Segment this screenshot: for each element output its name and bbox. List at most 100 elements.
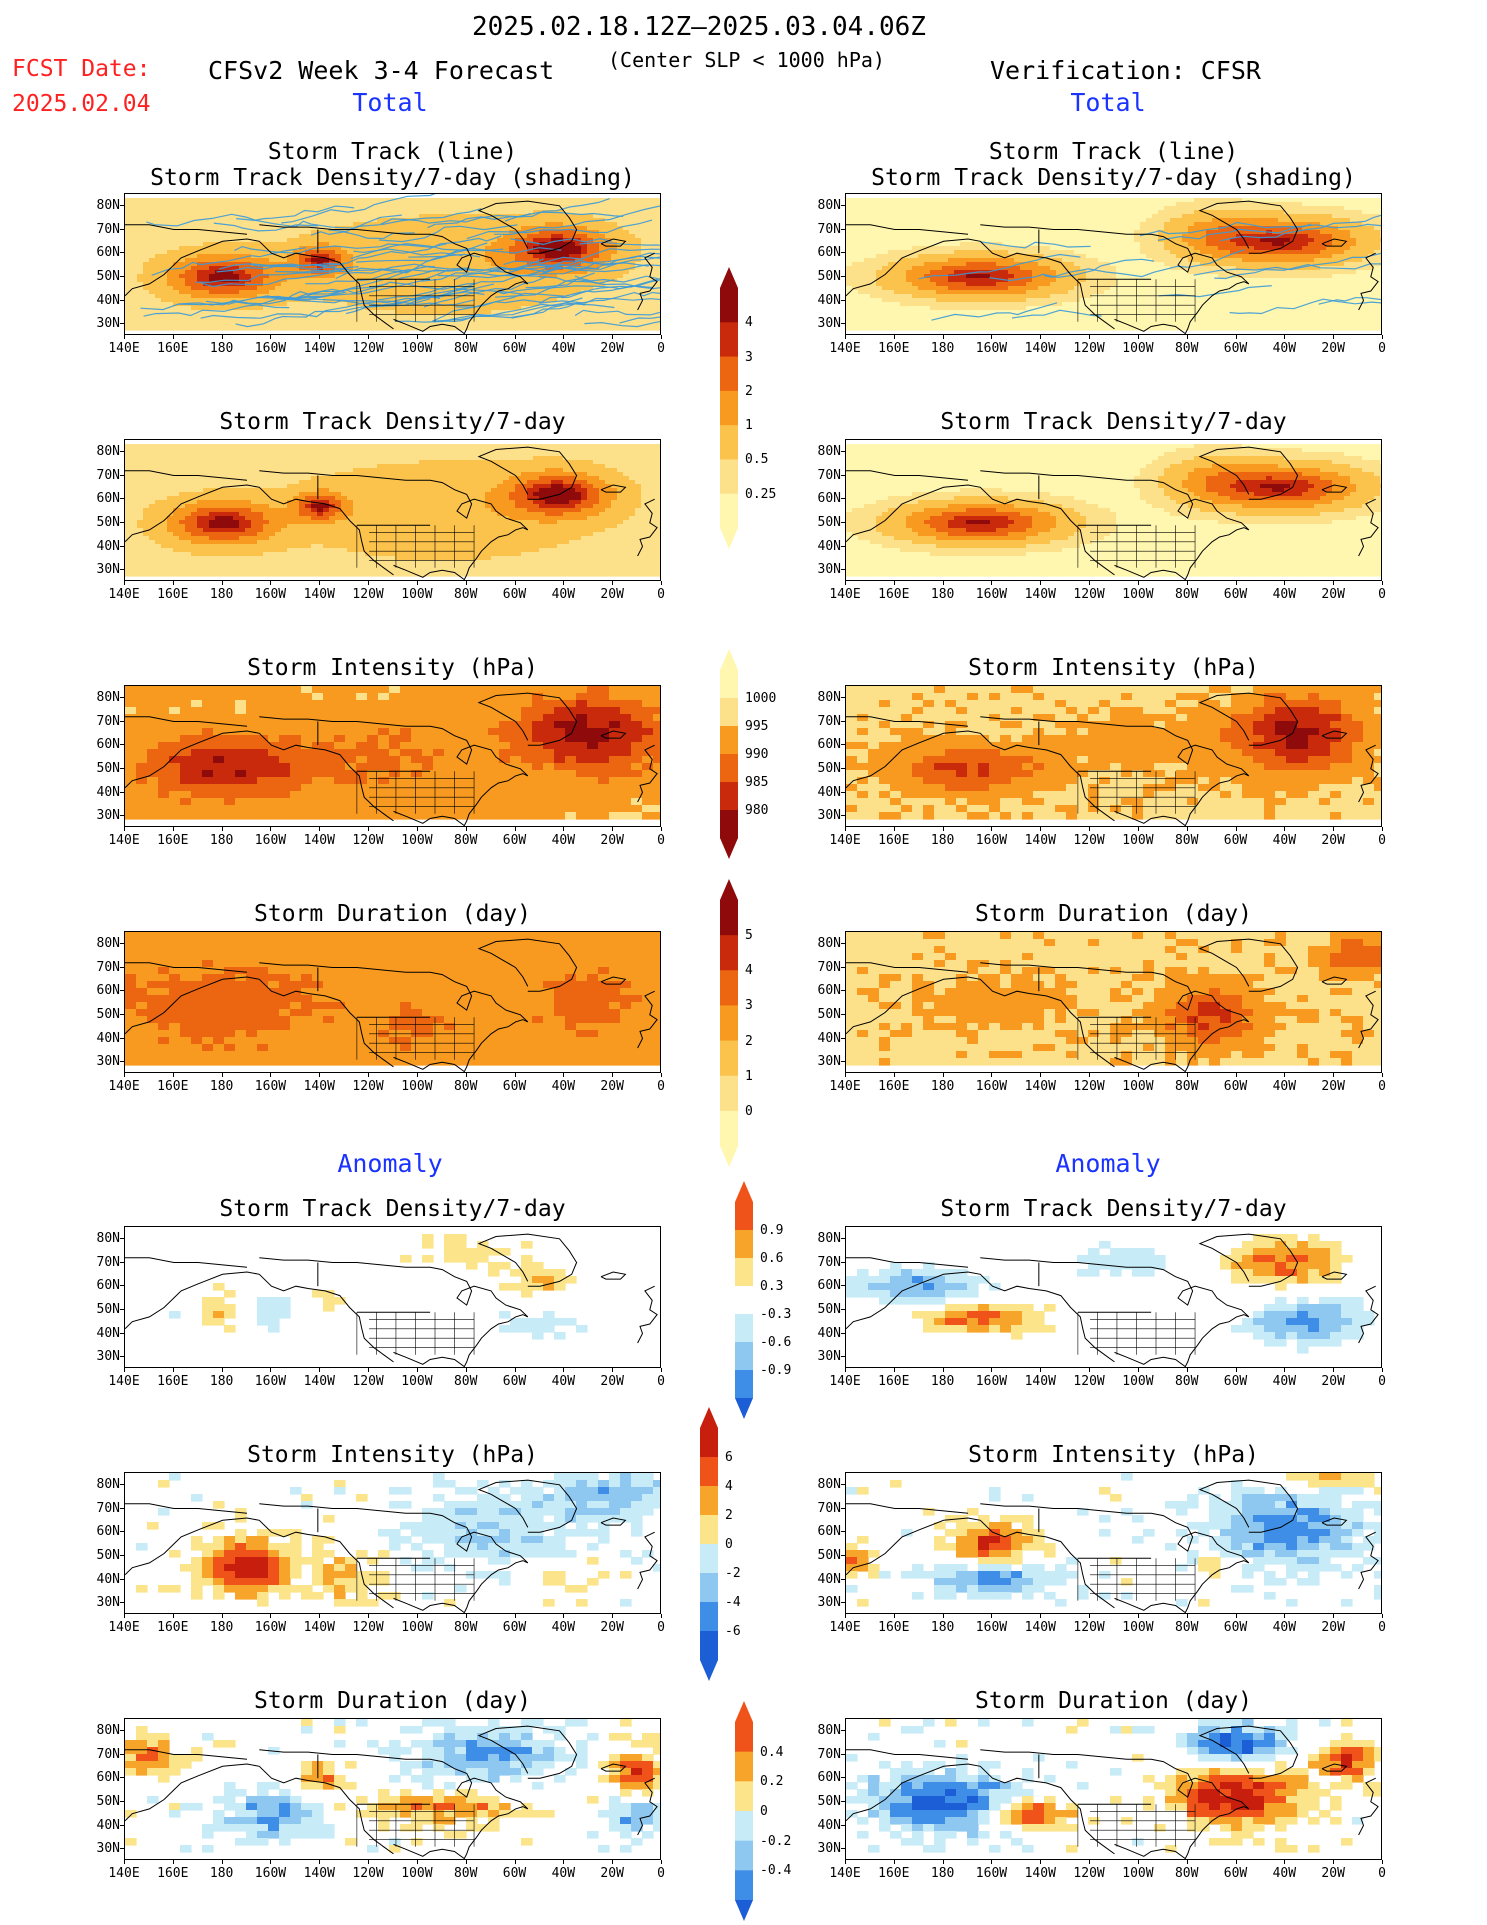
cell: [924, 218, 931, 223]
cell: [239, 322, 246, 327]
cell: [1104, 242, 1111, 247]
cell: [882, 206, 889, 211]
cell: [1164, 234, 1171, 239]
cell: [936, 274, 943, 279]
cell: [1026, 214, 1033, 219]
cell: [539, 314, 546, 319]
cell: [990, 230, 997, 235]
cell: [996, 202, 1003, 207]
cell: [1092, 198, 1099, 203]
cell: [185, 242, 192, 247]
cell: [954, 202, 961, 207]
cell: [197, 258, 204, 263]
cell: [1056, 278, 1063, 283]
cell: [395, 222, 402, 227]
cell: [1182, 250, 1189, 255]
cell: [1308, 242, 1315, 247]
cell: [1224, 206, 1231, 211]
cell: [239, 246, 246, 251]
cell: [245, 214, 252, 219]
cell: [305, 222, 312, 227]
cell: [533, 198, 540, 203]
cell: [647, 302, 654, 307]
cell: [990, 214, 997, 219]
cell: [966, 266, 973, 271]
cell: [1068, 206, 1075, 211]
cell: [413, 202, 420, 207]
cell: [311, 242, 318, 247]
cell: [269, 302, 276, 307]
cell: [611, 230, 618, 235]
cell: [323, 246, 330, 251]
cell: [1362, 226, 1369, 231]
cell: [1248, 270, 1255, 275]
cell: [539, 218, 546, 223]
cell: [197, 270, 204, 275]
cell: [533, 234, 540, 239]
cell: [179, 250, 186, 255]
cell: [1290, 218, 1297, 223]
cell: [966, 198, 973, 203]
cell: [990, 234, 997, 239]
cell: [155, 242, 162, 247]
cell: [371, 210, 378, 215]
cell: [912, 230, 919, 235]
panel-title-ob_track-1: Storm Track Density/7-day (shading): [871, 165, 1356, 191]
cell: [611, 298, 618, 303]
cell: [936, 262, 943, 267]
cell: [353, 234, 360, 239]
cell: [491, 270, 498, 275]
cell: [1194, 262, 1201, 267]
cell: [918, 214, 925, 219]
cell: [209, 214, 216, 219]
cell: [1164, 274, 1171, 279]
cell: [179, 290, 186, 295]
cell: [1266, 262, 1273, 267]
cell: [515, 290, 522, 295]
cell: [1062, 222, 1069, 227]
cell: [149, 326, 156, 331]
cell: [479, 234, 486, 239]
cell: [287, 266, 294, 271]
cell: [1146, 270, 1153, 275]
cell: [575, 314, 582, 319]
cell: [605, 294, 612, 299]
cell: [527, 210, 534, 215]
cell: [413, 198, 420, 203]
cell: [858, 258, 865, 263]
cell: [882, 262, 889, 267]
cell: [984, 226, 991, 231]
cell: [1128, 230, 1135, 235]
cell: [1248, 278, 1255, 283]
cell: [185, 282, 192, 287]
cell: [984, 222, 991, 227]
cell: [1212, 214, 1219, 219]
cell: [1326, 226, 1333, 231]
cell: [888, 270, 895, 275]
cell: [305, 302, 312, 307]
cell: [215, 278, 222, 283]
cell: [900, 230, 907, 235]
cell: [323, 202, 330, 207]
cell: [401, 214, 408, 219]
cell: [1308, 278, 1315, 283]
cell: [912, 278, 919, 283]
storm-track-line: [395, 297, 583, 323]
cell: [209, 254, 216, 259]
cell: [978, 242, 985, 247]
cell: [918, 206, 925, 211]
cell: [311, 238, 318, 243]
cell: [317, 242, 324, 247]
cell: [1080, 222, 1087, 227]
cell: [1332, 242, 1339, 247]
cell: [1272, 222, 1279, 227]
cell: [527, 206, 534, 211]
cell: [233, 270, 240, 275]
cell: [167, 282, 174, 287]
cell: [906, 234, 913, 239]
cell: [918, 202, 925, 207]
cell: [1356, 266, 1363, 271]
cell: [870, 270, 877, 275]
cell: [1056, 234, 1063, 239]
cell: [161, 314, 168, 319]
